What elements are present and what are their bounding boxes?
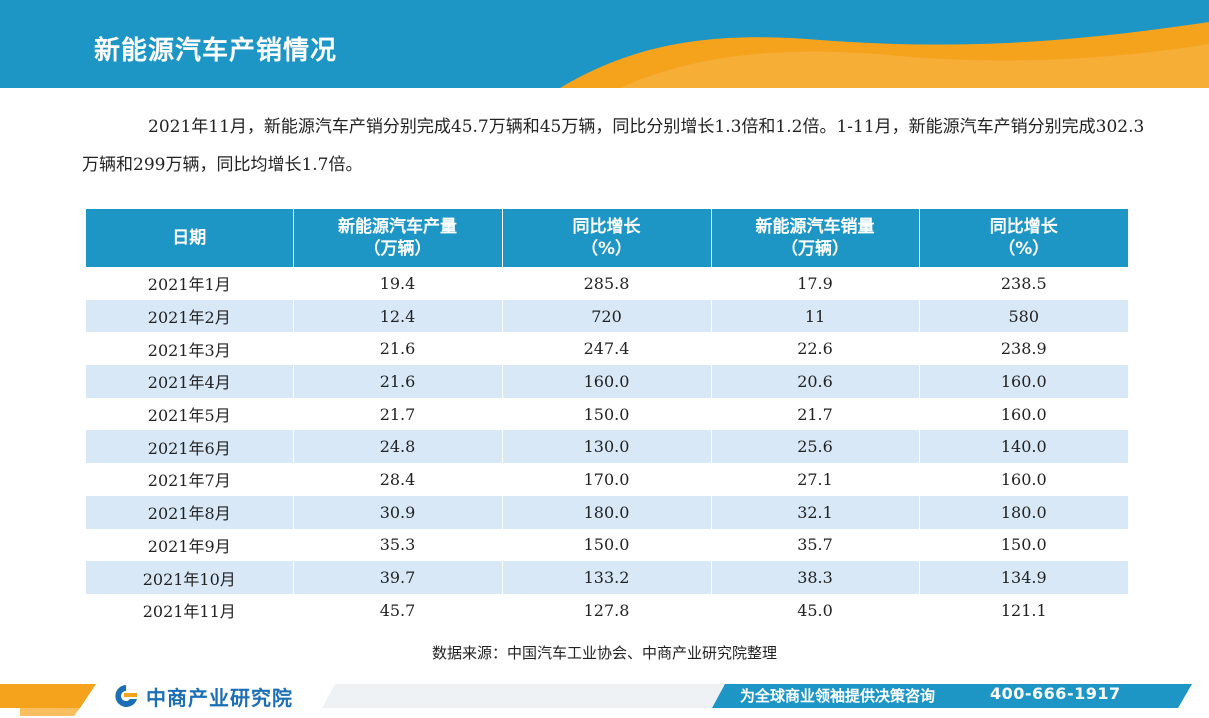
cell-production: 45.7 xyxy=(293,593,503,627)
cell-sales: 35.7 xyxy=(711,528,920,562)
data-source-note: 数据来源：中国汽车工业协会、中商产业研究院整理 xyxy=(431,644,777,662)
company-name: 中商产业研究院 xyxy=(146,685,293,710)
cell-sales-growth: 180.0 xyxy=(919,495,1128,529)
cell-production: 39.7 xyxy=(293,561,503,594)
cell-sales: 20.6 xyxy=(711,365,920,398)
table-row: 2021年6月 24.8 130.0 25.6 140.0 xyxy=(86,430,1128,464)
table-row: 2021年1月 19.4 285.8 17.9 238.5 xyxy=(86,267,1128,300)
footer-phone: 400-666-1917 xyxy=(990,684,1121,703)
page-footer xyxy=(0,680,1209,718)
cell-sales-growth: 121.1 xyxy=(919,593,1128,627)
cell-production-growth: 170.0 xyxy=(502,463,712,496)
cell-sales-growth: 580 xyxy=(919,299,1128,333)
company-logo-icon xyxy=(115,685,137,707)
cell-sales: 45.0 xyxy=(711,593,920,627)
cell-date: 2021年6月 xyxy=(86,430,294,464)
cell-date: 2021年1月 xyxy=(86,267,294,300)
header-production-growth: 同比增长 （%） xyxy=(502,209,712,267)
cell-sales-growth: 160.0 xyxy=(919,397,1128,431)
footer-slogan: 为全球商业领袖提供决策咨询 xyxy=(740,687,936,705)
cell-production: 21.7 xyxy=(293,397,503,431)
production-sales-table: 日期 新能源汽车产量 （万辆） 同比增长 （%） 新能源汽车销量 （万辆） 同比增长（… xyxy=(86,209,1128,627)
cell-sales-growth: 150.0 xyxy=(919,528,1128,562)
cell-sales: 17.9 xyxy=(711,267,920,300)
cell-sales: 27.1 xyxy=(711,463,920,496)
header-sales: 新能源汽车销量 （万辆） xyxy=(711,209,920,267)
cell-sales: 22.6 xyxy=(711,332,920,366)
cell-production-growth: 180.0 xyxy=(502,495,712,529)
cell-sales: 25.6 xyxy=(711,430,920,464)
table-row: 2021年7月 28.4 170.0 27.1 160.0 xyxy=(86,463,1128,496)
header-date: 日期 xyxy=(86,209,294,267)
cell-sales: 32.1 xyxy=(711,495,920,529)
page-title: 新能源汽车产销情况 xyxy=(94,36,338,66)
footer-banner xyxy=(0,684,1192,716)
table-row: 2021年10月 39.7 133.2 38.3 134.9 xyxy=(86,561,1128,594)
cell-production-growth: 720 xyxy=(502,299,712,333)
cell-date: 2021年7月 xyxy=(86,463,294,496)
cell-date: 2021年4月 xyxy=(86,365,294,398)
cell-production-growth: 130.0 xyxy=(502,430,712,464)
cell-sales: 38.3 xyxy=(711,561,920,594)
cell-production: 21.6 xyxy=(293,365,503,398)
cell-production: 24.8 xyxy=(293,430,503,464)
table-row: 2021年8月 30.9 180.0 32.1 180.0 xyxy=(86,495,1128,529)
table-row: 2021年2月 12.4 720 11 580 xyxy=(86,299,1128,333)
intro-paragraph: 2021年11月，新能源汽车产销分别完成45.7万辆和45万辆，同比分别增长1.… xyxy=(82,117,1145,175)
cell-date: 2021年2月 xyxy=(86,299,294,333)
cell-date: 2021年11月 xyxy=(86,593,294,627)
page-header: 新能源汽车产销情况 xyxy=(0,0,1209,88)
cell-sales-growth: 238.9 xyxy=(919,332,1128,366)
cell-production-growth: 160.0 xyxy=(502,365,712,398)
cell-date: 2021年3月 xyxy=(86,332,294,366)
cell-sales-growth: 134.9 xyxy=(919,561,1128,594)
cell-production: 28.4 xyxy=(293,463,503,496)
cell-date: 2021年8月 xyxy=(86,495,294,529)
cell-production-growth: 285.8 xyxy=(502,267,712,300)
cell-date: 2021年9月 xyxy=(86,528,294,562)
company-logo: 中商产业研究院 xyxy=(112,683,293,710)
cell-sales-growth: 160.0 xyxy=(919,365,1128,398)
cell-production: 21.6 xyxy=(293,332,503,366)
cell-production: 19.4 xyxy=(293,267,503,300)
header-banner xyxy=(0,0,1209,88)
cell-date: 2021年10月 xyxy=(86,561,294,594)
header-sales-growth: 同比增长 （%） xyxy=(919,209,1128,267)
cell-production-growth: 150.0 xyxy=(502,397,712,431)
cell-sales-growth: 160.0 xyxy=(919,463,1128,496)
cell-production-growth: 127.8 xyxy=(502,593,712,627)
cell-production-growth: 150.0 xyxy=(502,528,712,562)
cell-production: 12.4 xyxy=(293,299,503,333)
table-row: 2021年3月 21.6 247.4 22.6 238.9 xyxy=(86,332,1128,366)
cell-sales: 21.7 xyxy=(711,397,920,431)
table-row: 2021年5月 21.7 150.0 21.7 160.0 xyxy=(86,397,1128,431)
cell-production-growth: 247.4 xyxy=(502,332,712,366)
table-row: 2021年11月 45.7 127.8 45.0 121.1 xyxy=(86,593,1128,627)
cell-production: 35.3 xyxy=(293,528,503,562)
table-row: 2021年9月 35.3 150.0 35.7 150.0 xyxy=(86,528,1128,562)
table-row: 2021年4月 21.6 160.0 20.6 160.0 xyxy=(86,365,1128,398)
header-production: 新能源汽车产量 （万辆） xyxy=(293,209,503,267)
cell-sales-growth: 140.0 xyxy=(919,430,1128,464)
cell-date: 2021年5月 xyxy=(86,397,294,431)
cell-production: 30.9 xyxy=(293,495,503,529)
cell-production-growth: 133.2 xyxy=(502,561,712,594)
table-header-row: 日期 新能源汽车产量 （万辆） 同比增长 （%） 新能源汽车销量 （万辆） 同比增长（… xyxy=(86,209,1128,267)
cell-sales-growth: 238.5 xyxy=(919,267,1128,300)
cell-sales: 11 xyxy=(711,299,920,333)
